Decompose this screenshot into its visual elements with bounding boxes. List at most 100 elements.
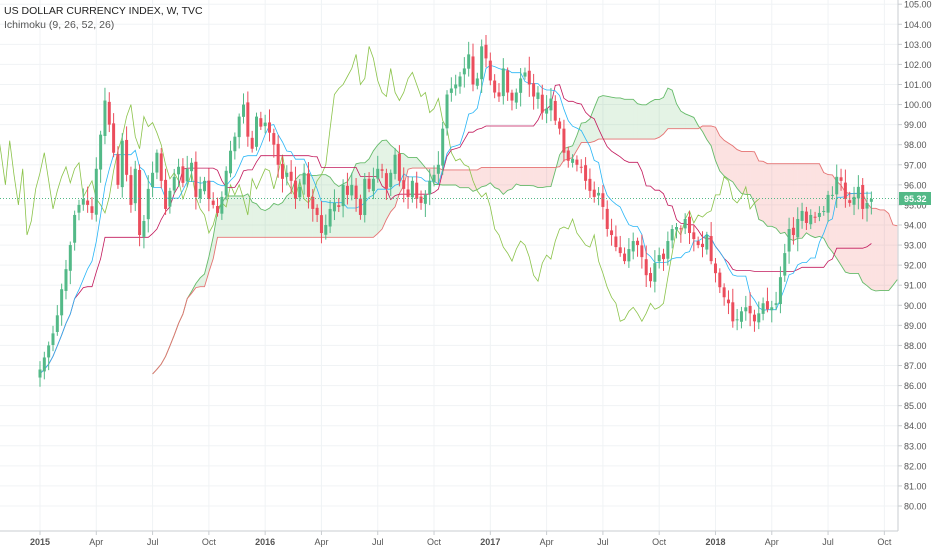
candle-body (631, 241, 635, 252)
candle-body (146, 188, 150, 220)
cloud-bearish-segment (758, 160, 764, 222)
candle-body (566, 150, 570, 161)
cloud-bullish-segment (382, 140, 387, 229)
candle-body (869, 198, 873, 202)
candle-body (523, 72, 527, 77)
candle-body (662, 253, 666, 260)
candle-body (800, 210, 804, 221)
candle-body (644, 259, 648, 276)
candle-body (584, 165, 588, 181)
cloud-bearish-segment (750, 151, 755, 203)
candle-body (744, 307, 748, 312)
candle-body (700, 243, 704, 248)
time-tick-label: Oct (202, 537, 217, 547)
candle-body (748, 305, 752, 314)
time-tick-label: Jul (822, 537, 834, 547)
time-tick-label: Jul (147, 537, 159, 547)
chikou-span-line (0, 46, 760, 323)
cloud-bearish-segment (533, 167, 538, 188)
candle-body (367, 178, 371, 189)
candle-body (718, 272, 722, 288)
cloud-bullish-segment (594, 97, 599, 142)
candle-body (761, 303, 765, 314)
symbol-title[interactable]: US DOLLAR CURRENCY INDEX, W, TVC (4, 5, 203, 17)
candle-body (311, 196, 315, 209)
cloud-bearish-segment (880, 209, 885, 291)
candle-body (319, 215, 323, 234)
cloud-bearish-segment (784, 163, 790, 239)
candle-body (623, 253, 627, 262)
cloud-bullish-segment (356, 162, 361, 238)
cloud-bullish-segment (278, 202, 283, 238)
cloud-bearish-segment (529, 167, 534, 186)
candle-body (168, 190, 172, 207)
cloud-bullish-segment (204, 256, 209, 287)
cloud-bearish-segment (815, 163, 820, 238)
cloud-bullish-segment (347, 173, 352, 238)
candle-body (462, 68, 466, 75)
candle-body (194, 161, 198, 197)
candle-body (666, 241, 670, 259)
price-axis[interactable]: 80.00 81.00 82.00 83.00 84.00 85.00 86.00 87.00… (897, 0, 932, 550)
candle-body (172, 176, 176, 191)
candle-body (51, 333, 55, 345)
last-price-badge (899, 191, 931, 205)
cloud-bullish-segment (416, 157, 422, 169)
cloud-bullish-segment (373, 145, 378, 238)
cloud-bullish-segment (403, 153, 409, 186)
candle-body (207, 180, 211, 199)
candle-body (419, 196, 423, 203)
candle-body (410, 180, 414, 198)
candle-body (151, 172, 155, 188)
cloud-bullish-segment (680, 111, 686, 129)
cloud-bullish-segment (195, 277, 201, 288)
candle-body (614, 236, 618, 248)
indicator-label[interactable]: Ichimoku (9, 26, 52, 26) (4, 19, 115, 31)
candle-body (289, 171, 293, 181)
price-tick-label: 97.00 (904, 160, 927, 170)
candle-body (705, 235, 709, 250)
cloud-bullish-segment (650, 99, 655, 140)
cloud-bearish-segment (875, 208, 881, 291)
candle-body (675, 226, 679, 230)
candle-body (822, 210, 826, 213)
cloud-bearish-segment (728, 143, 733, 182)
candle-body (99, 134, 103, 170)
candle-body (757, 313, 761, 323)
candle-body (198, 188, 202, 199)
time-axis[interactable]: 2015 Apr Jul Oct 2016 Apr Jul Oct 2017 Apr Jul Oct 2… (0, 530, 898, 550)
candle-body (579, 166, 583, 168)
candle-body (830, 194, 834, 196)
cloud-bullish-segment (689, 115, 694, 129)
candle-body (250, 137, 254, 149)
candle-body (389, 172, 393, 188)
candle-body (493, 80, 497, 93)
cloud-bearish-segment (520, 167, 525, 186)
price-tick-label: 83.00 (904, 441, 927, 451)
candle-body (597, 192, 601, 196)
last-price-label: 95.32 (904, 194, 927, 204)
cloud-bearish-segment (884, 209, 889, 291)
cloud-bullish-segment (273, 203, 279, 238)
cloud-bearish-segment (893, 224, 898, 286)
time-axis-bg (0, 531, 898, 550)
candle-body (345, 185, 349, 195)
cloud-bearish-segment (849, 193, 855, 274)
candle-body (155, 152, 159, 173)
candle-body (618, 247, 622, 254)
price-tick-label: 91.00 (904, 281, 927, 291)
cloud-bullish-segment (611, 97, 616, 140)
cloud-bearish-segment (802, 163, 807, 239)
candle-body (384, 173, 388, 189)
cloud-bearish-segment (546, 167, 551, 187)
cloud-bearish-segment (776, 163, 781, 234)
candle-body (73, 214, 77, 243)
candle-body (449, 88, 453, 93)
candle-body (809, 214, 813, 225)
candle-body (540, 94, 544, 113)
cloud-bearish-segment (845, 192, 850, 274)
cloud-bullish-segment (286, 192, 292, 238)
candle-body (177, 166, 181, 175)
